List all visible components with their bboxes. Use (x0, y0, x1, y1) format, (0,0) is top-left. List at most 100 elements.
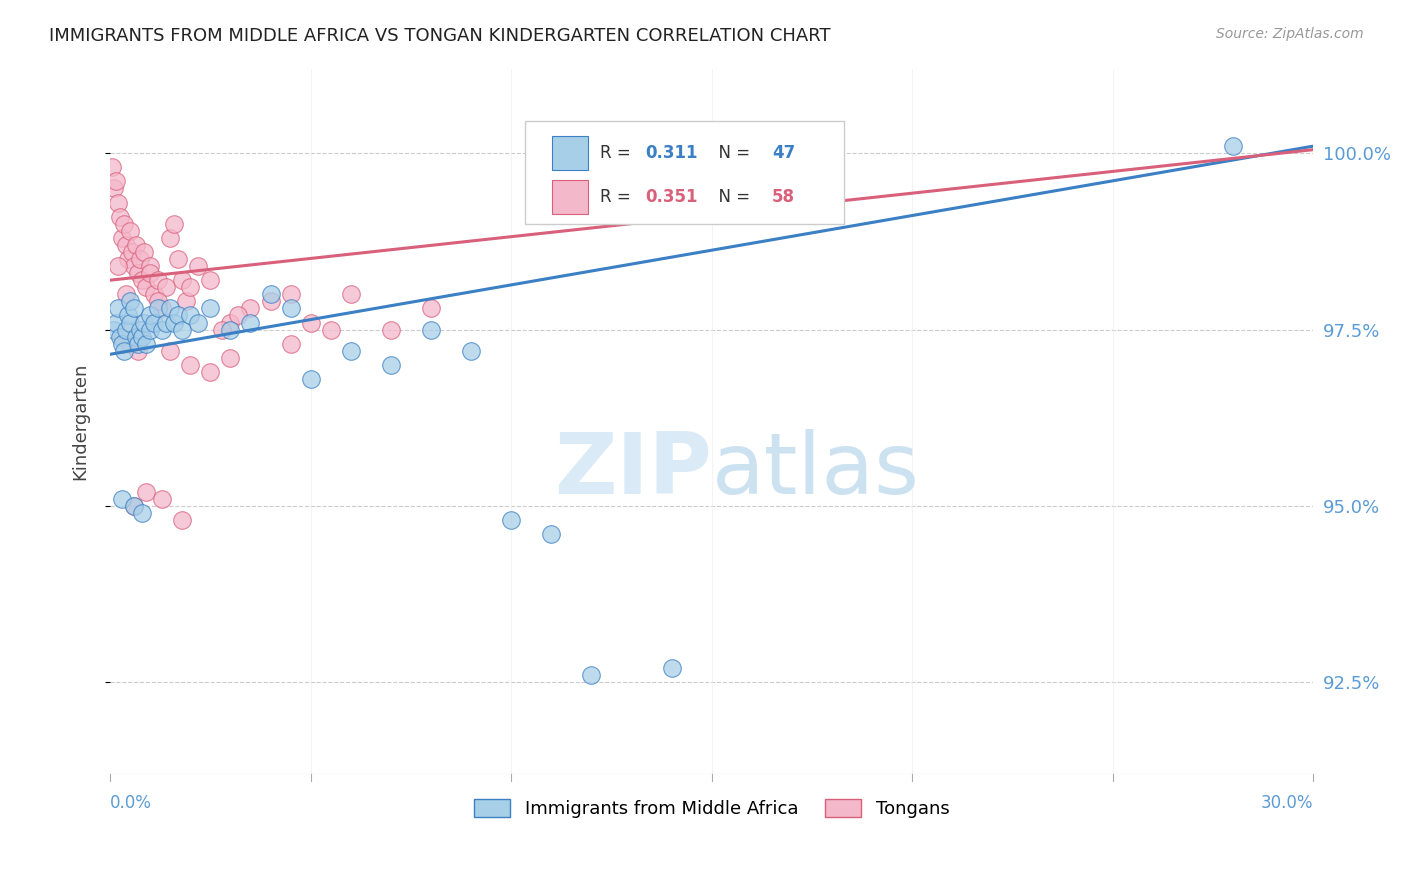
Point (131, 273, 153, 287)
Point (143, 287, 166, 301)
Point (339, 287, 361, 301)
Point (111, 329, 134, 343)
Point (125, 329, 148, 343)
Point (122, 499, 145, 513)
Point (120, 294, 142, 309)
Point (148, 273, 170, 287)
Point (103, 323, 125, 337)
Text: 0.351: 0.351 (645, 188, 697, 206)
Point (122, 499, 145, 513)
Text: 30.0%: 30.0% (1261, 794, 1313, 812)
Point (117, 309, 139, 323)
Point (139, 323, 162, 337)
Point (172, 513, 194, 527)
Point (159, 343, 181, 358)
FancyBboxPatch shape (526, 121, 844, 224)
Point (143, 316, 166, 330)
Point (200, 273, 222, 287)
Text: ZIP: ZIP (554, 429, 711, 512)
Text: 58: 58 (772, 188, 794, 206)
Legend: Immigrants from Middle Africa, Tongans: Immigrants from Middle Africa, Tongans (467, 791, 956, 825)
Point (501, 513, 523, 527)
Point (135, 484, 157, 499)
Point (103, 181, 125, 195)
Point (239, 301, 262, 316)
Point (540, 527, 562, 541)
Point (107, 259, 129, 273)
Point (380, 323, 402, 337)
Point (228, 309, 250, 323)
Point (135, 336, 157, 351)
Point (111, 336, 134, 351)
Point (105, 174, 128, 188)
Point (179, 280, 201, 294)
Point (108, 210, 131, 224)
Point (134, 244, 156, 259)
Point (159, 301, 181, 316)
Point (120, 336, 142, 351)
Point (163, 217, 186, 231)
Text: atlas: atlas (711, 429, 920, 512)
Text: IMMIGRANTS FROM MIDDLE AFRICA VS TONGAN KINDERGARTEN CORRELATION CHART: IMMIGRANTS FROM MIDDLE AFRICA VS TONGAN … (49, 27, 831, 45)
Point (155, 316, 177, 330)
Text: 0.311: 0.311 (645, 145, 697, 162)
Point (419, 301, 441, 316)
Point (129, 252, 152, 266)
Point (163, 316, 186, 330)
Point (167, 309, 190, 323)
Point (101, 161, 124, 175)
Point (299, 316, 322, 330)
Point (105, 316, 128, 330)
Point (172, 273, 194, 287)
Point (120, 224, 142, 238)
Point (319, 323, 342, 337)
Point (139, 266, 162, 280)
Point (135, 280, 157, 294)
Point (139, 259, 162, 273)
Point (661, 661, 683, 675)
Point (380, 358, 402, 372)
Point (259, 287, 281, 301)
Point (108, 329, 131, 343)
Text: R =: R = (600, 188, 636, 206)
Point (179, 309, 201, 323)
Point (148, 294, 170, 309)
Point (112, 343, 135, 358)
Point (122, 259, 145, 273)
Point (120, 316, 142, 330)
Point (150, 301, 173, 316)
Point (187, 259, 209, 273)
Point (219, 316, 242, 330)
Point (107, 195, 129, 210)
Point (115, 323, 138, 337)
Point (122, 301, 145, 316)
Point (121, 244, 143, 259)
Bar (551, 180, 588, 214)
Point (460, 343, 482, 358)
Point (299, 372, 322, 386)
Text: 0.0%: 0.0% (110, 794, 152, 812)
Point (174, 294, 197, 309)
Point (280, 287, 302, 301)
Point (129, 323, 152, 337)
Point (127, 343, 149, 358)
Point (131, 329, 153, 343)
Point (179, 358, 201, 372)
Point (117, 252, 139, 266)
Bar (551, 136, 588, 170)
Point (219, 351, 242, 365)
Point (239, 316, 262, 330)
Point (200, 301, 222, 316)
Point (127, 266, 149, 280)
Point (131, 506, 153, 520)
Text: R =: R = (600, 145, 636, 162)
Point (280, 301, 302, 316)
Point (339, 343, 361, 358)
Point (581, 668, 603, 682)
Point (127, 336, 149, 351)
Point (187, 316, 209, 330)
Point (211, 323, 233, 337)
Point (112, 217, 135, 231)
Point (419, 323, 441, 337)
Point (155, 280, 177, 294)
